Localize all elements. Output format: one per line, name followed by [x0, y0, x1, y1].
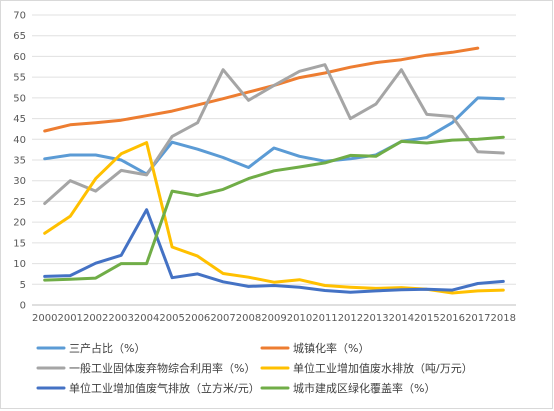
gridlines — [32, 14, 516, 306]
legend-label: 城镇化率（%） — [293, 341, 369, 355]
x-tick-label: 2011 — [312, 313, 337, 324]
y-tick-label: 30 — [13, 176, 26, 187]
y-tick-label: 50 — [13, 93, 26, 104]
series-line-5 — [43, 135, 505, 282]
legend: 三产占比（%） 城镇化率（%） 一般工业固体废弃物综合利用率（%） 单位工业增加值废水… — [36, 341, 473, 395]
legend-label: 单位工业增加值废水排放（吨/万元） — [293, 361, 473, 375]
y-tick-label: 65 — [13, 31, 26, 42]
series-line-1 — [43, 46, 480, 133]
x-tick-label: 2015 — [414, 313, 439, 324]
y-tick-label: 70 — [13, 11, 26, 22]
legend-label: 单位工业增加值废气排放（立方米/元） — [69, 381, 260, 395]
y-tick-label: 60 — [13, 52, 26, 63]
x-tick-label: 2003 — [108, 313, 133, 324]
x-tick-label: 2001 — [57, 313, 82, 324]
legend-label: 三产占比（%） — [69, 341, 145, 355]
x-tick-label: 2005 — [159, 313, 184, 324]
series-line-3 — [43, 141, 505, 295]
series-line-4 — [43, 208, 505, 294]
y-tick-label: 35 — [13, 156, 26, 167]
x-tick-label: 2016 — [440, 313, 465, 324]
y-tick-label: 25 — [13, 197, 26, 208]
y-tick-label: 15 — [13, 238, 26, 249]
x-tick-label: 2008 — [236, 313, 261, 324]
x-tick-label: 2010 — [287, 313, 312, 324]
x-tick-label: 2018 — [491, 313, 516, 324]
x-tick-label: 2004 — [134, 313, 159, 324]
x-tick-label: 2002 — [83, 313, 108, 324]
series-line-2 — [43, 63, 505, 205]
legend-label: 一般工业固体废弃物综合利用率（%） — [69, 361, 255, 375]
x-tick-label: 2013 — [363, 313, 388, 324]
series-line-0 — [43, 96, 505, 176]
series-lines — [43, 46, 505, 295]
x-tick-label: 2009 — [261, 313, 286, 324]
x-tick-label: 2000 — [32, 313, 57, 324]
legend-label: 城市建成区绿化覆盖率（%） — [293, 381, 435, 395]
y-axis: 0 5 10 15 20 25 30 35 40 45 50 55 60 65 70 — [13, 11, 26, 312]
y-tick-label: 40 — [13, 135, 26, 146]
y-tick-label: 5 — [20, 280, 26, 291]
y-tick-label: 20 — [13, 218, 26, 229]
x-tick-label: 2012 — [338, 313, 363, 324]
y-tick-label: 45 — [13, 114, 26, 125]
x-tick-label: 2006 — [185, 313, 210, 324]
x-axis: 2000 2001 2002 2003 2004 2005 2006 2007 2008 2009… — [32, 313, 516, 324]
x-tick-label: 2014 — [389, 313, 414, 324]
y-tick-label: 55 — [13, 73, 26, 84]
y-tick-label: 0 — [20, 301, 26, 312]
x-tick-label: 2017 — [465, 313, 490, 324]
y-tick-label: 10 — [13, 259, 26, 270]
x-tick-label: 2007 — [210, 313, 235, 324]
